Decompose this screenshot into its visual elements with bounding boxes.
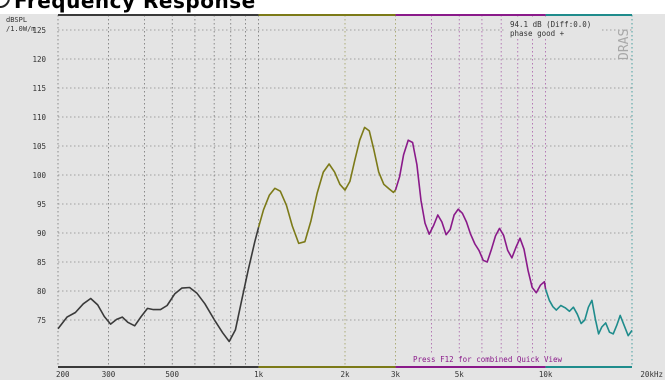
- phase-readout: phase good +: [510, 29, 565, 38]
- readout-box: [505, 17, 600, 39]
- window-header: Frequency Response: [0, 0, 665, 14]
- y-tick-label: 100: [32, 171, 46, 180]
- y-unit-line1: dBSPL: [6, 16, 27, 24]
- y-unit-line2: /1.0W/m: [6, 25, 36, 33]
- brand-watermark: DRAS: [617, 29, 632, 60]
- y-tick-label: 120: [32, 55, 46, 64]
- y-tick-label: 75: [37, 316, 46, 325]
- header-circle-icon: [0, 0, 10, 8]
- y-tick-label: 110: [32, 113, 46, 122]
- y-tick-label: 125: [32, 26, 46, 35]
- y-tick-label: 90: [37, 229, 47, 238]
- x-tick-label: 200: [56, 370, 70, 379]
- x-tick-label: 2k: [340, 370, 350, 379]
- x-tick-label: 5k: [455, 370, 465, 379]
- y-tick-label: 115: [32, 84, 46, 93]
- x-tick-label: 300: [102, 370, 116, 379]
- band-bars: [58, 14, 632, 368]
- window-title: Frequency Response: [14, 0, 256, 13]
- curve-segment-high: [394, 139, 547, 294]
- chart-grid: [57, 15, 633, 367]
- response-curve: [57, 126, 633, 343]
- curve-segment-top: [544, 289, 633, 337]
- x-tick-label: 1k: [254, 370, 264, 379]
- x-tick-label: 10k: [539, 370, 553, 379]
- axis-ticks: 125 120 115 110 105 100 95 90 85 80 75 200 300 500 1k 2…: [32, 26, 663, 379]
- x-tick-label: 20kHz: [640, 370, 663, 379]
- y-tick-label: 95: [37, 200, 46, 209]
- x-tick-label: 500: [165, 370, 179, 379]
- level-readout: 94.1 dB (Diff:0.0): [510, 20, 591, 29]
- curve-segment-low: [57, 226, 260, 343]
- curve-segment-mid: [257, 126, 397, 245]
- footer-hint-box: [410, 354, 628, 365]
- y-tick-label: 80: [37, 287, 47, 296]
- analyzer-panel: 125 120 115 110 105 100 95 90 85 80 75 200 300 500 1k 2…: [0, 14, 665, 380]
- frequency-response-chart: 125 120 115 110 105 100 95 90 85 80 75 200 300 500 1k 2…: [6, 14, 663, 379]
- footer-hint[interactable]: Press F12 for combined Quick View: [413, 355, 562, 364]
- x-tick-label: 3k: [391, 370, 401, 379]
- y-tick-label: 105: [32, 142, 46, 151]
- y-tick-label: 85: [37, 258, 46, 267]
